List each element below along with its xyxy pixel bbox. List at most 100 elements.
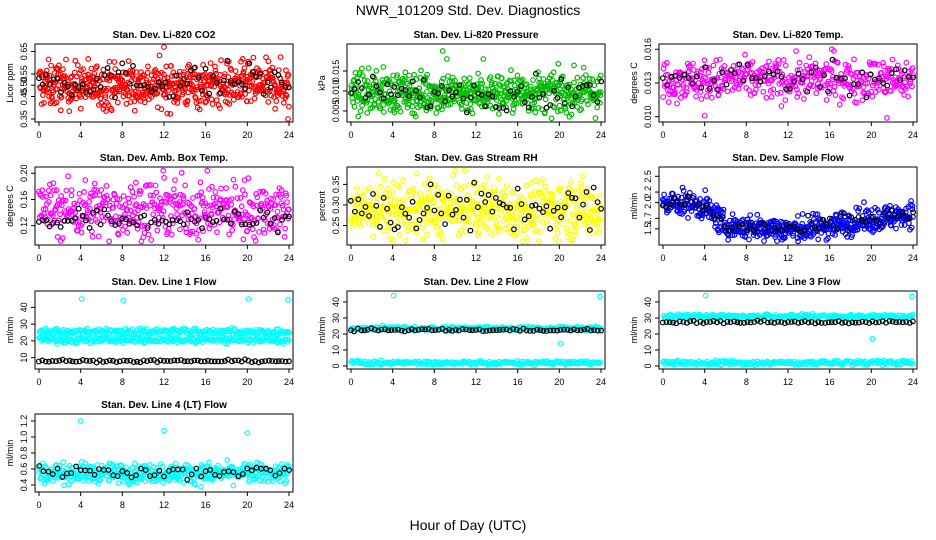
data-point-black — [529, 93, 535, 100]
data-point-black — [478, 91, 485, 98]
data-point-black — [355, 79, 362, 85]
x-tick-label: 12 — [159, 253, 169, 263]
data-point — [390, 292, 397, 299]
data-point — [704, 80, 711, 87]
data-point — [178, 169, 185, 176]
data-point-black — [217, 90, 224, 96]
data-point — [389, 188, 396, 195]
data-point-black — [54, 75, 61, 82]
data-point — [106, 58, 113, 65]
data-point-black — [90, 86, 97, 93]
x-tick-label: 0 — [348, 253, 353, 263]
data-point — [542, 109, 548, 116]
data-point — [108, 93, 115, 100]
data-point-black — [286, 84, 292, 91]
data-point-black — [406, 93, 412, 99]
y-tick-label: 0.016 — [643, 38, 653, 61]
data-point — [359, 65, 365, 72]
data-point — [366, 185, 373, 192]
data-point — [742, 51, 748, 58]
data-point — [426, 189, 433, 196]
data-point — [153, 189, 160, 196]
data-point — [487, 74, 494, 80]
data-point — [720, 85, 727, 92]
data-point — [536, 238, 542, 245]
data-point — [60, 66, 66, 73]
data-point — [400, 92, 407, 99]
data-point-black — [47, 81, 53, 88]
data-point — [582, 72, 589, 78]
data-point — [89, 233, 96, 240]
data-point — [102, 94, 109, 101]
x-tick-label: 24 — [284, 130, 294, 140]
data-point-black — [478, 190, 485, 197]
data-point-black — [471, 82, 477, 89]
data-point-black — [61, 79, 68, 86]
data-point — [242, 191, 248, 198]
data-point — [497, 82, 504, 89]
data-point — [552, 235, 558, 242]
data-point — [154, 227, 161, 234]
data-point — [694, 68, 701, 75]
y-tick-label: 0.30 — [331, 196, 341, 214]
y-tick-label: 2.5 — [643, 170, 653, 183]
data-point — [698, 69, 704, 75]
data-point-black — [409, 78, 416, 85]
x-tick-label: 24 — [284, 253, 294, 263]
data-point — [439, 236, 446, 243]
data-point — [230, 176, 237, 183]
data-point — [800, 96, 807, 102]
data-point — [65, 173, 72, 180]
data-point — [532, 177, 539, 184]
data-point-black — [213, 79, 220, 86]
data-point-black — [278, 79, 285, 86]
x-tick-label: 4 — [702, 130, 707, 140]
data-point — [792, 83, 799, 90]
data-point — [359, 72, 366, 79]
x-tick-label: 0 — [348, 377, 353, 387]
data-point — [44, 86, 51, 92]
data-point — [268, 92, 275, 99]
data-point — [501, 93, 507, 100]
data-point — [747, 212, 754, 219]
data-point — [498, 211, 505, 218]
data-point — [82, 177, 89, 184]
data-point — [186, 61, 193, 68]
y-axis-label: Licor ppm — [5, 63, 15, 103]
data-point — [80, 66, 86, 72]
data-point — [693, 93, 699, 100]
data-point-black — [435, 90, 442, 97]
data-point — [498, 75, 505, 82]
data-point — [567, 217, 574, 224]
data-point — [795, 213, 801, 219]
data-point — [503, 183, 510, 190]
data-point — [221, 71, 228, 77]
data-point — [238, 203, 245, 210]
data-point — [817, 75, 824, 81]
data-point-black — [467, 94, 474, 101]
data-point-black — [442, 221, 449, 228]
data-point — [74, 62, 81, 69]
data-point — [506, 223, 513, 230]
data-point-black — [406, 214, 413, 221]
data-point — [753, 86, 759, 93]
data-point-black — [177, 82, 184, 89]
data-point-black — [264, 79, 271, 86]
data-point — [799, 79, 806, 86]
data-point-black — [68, 91, 75, 98]
data-point-black — [224, 57, 231, 64]
data-point — [597, 192, 603, 199]
data-point — [212, 67, 219, 74]
data-point — [214, 229, 220, 236]
data-point-black — [723, 81, 730, 88]
data-point — [555, 60, 562, 67]
data-point — [349, 223, 356, 230]
y-tick-label: 40 — [331, 297, 341, 307]
x-tick-label: 0 — [348, 130, 353, 140]
data-point-black — [551, 87, 557, 94]
data-point — [577, 107, 583, 114]
